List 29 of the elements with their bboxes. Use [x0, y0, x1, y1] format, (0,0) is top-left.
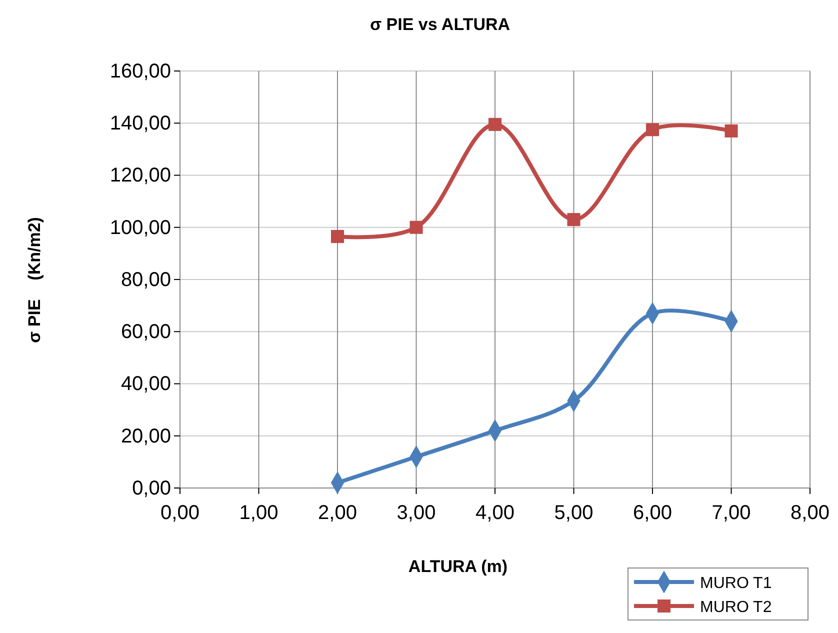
x-tick-label: 2,00 [318, 502, 357, 524]
x-tick-label: 0,00 [160, 502, 200, 524]
y-tick-label: 0,00 [132, 477, 171, 500]
x-axis-title: ALTURA (m) [408, 557, 508, 576]
legend-label: MURO T2 [700, 599, 772, 616]
chart-title: σ PIE vs ALTURA [370, 15, 510, 34]
point [488, 118, 502, 131]
y-tick-label: 60,00 [120, 321, 171, 344]
y-tick-label: 100,00 [110, 216, 171, 239]
y-tick-label: 40,00 [120, 373, 171, 396]
point [567, 213, 580, 226]
point [724, 124, 738, 138]
y-tick-label: 80,00 [120, 268, 171, 291]
legend-label: MURO T1 [700, 575, 772, 592]
x-tick-label: 6,00 [633, 502, 672, 524]
y-axis-title: σ PIE (Kn/m2) [25, 217, 44, 343]
y-tick-label: 140,00 [110, 112, 171, 135]
x-tick-label: 7,00 [712, 502, 751, 524]
x-tick-label: 8,00 [790, 502, 830, 524]
x-tick-label: 3,00 [396, 502, 436, 524]
y-tick-label: 20,00 [120, 425, 171, 448]
x-tick-label: 4,00 [476, 502, 514, 524]
x-tick-label: 1,00 [239, 502, 278, 524]
point [330, 230, 344, 244]
x-tick-label: 5,00 [554, 502, 594, 524]
point [410, 220, 423, 234]
y-tick-label: 120,00 [110, 164, 171, 187]
y-tick-label: 160,00 [110, 60, 171, 82]
point [646, 123, 660, 136]
